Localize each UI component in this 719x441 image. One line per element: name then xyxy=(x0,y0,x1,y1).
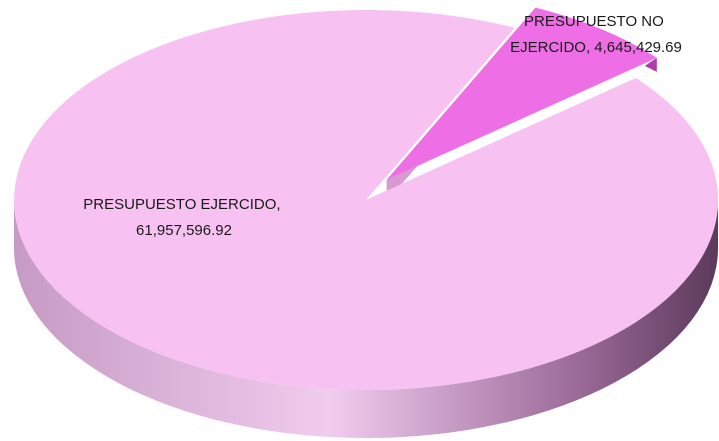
slice-presupuesto-no-ejercido xyxy=(386,7,657,180)
slice-presupuesto-ejercido xyxy=(14,10,719,391)
label-presupuesto-no-ejercido: PRESUPUESTO NO EJERCIDO, 4,645,429.69 xyxy=(510,13,682,56)
slice-side-presupuesto-ejercido xyxy=(14,200,718,438)
label-presupuesto-ejercido: PRESUPUESTO EJERCIDO, 61,957,596.92 xyxy=(83,196,284,239)
slice-side-presupuesto-no-ejercido xyxy=(644,57,657,72)
